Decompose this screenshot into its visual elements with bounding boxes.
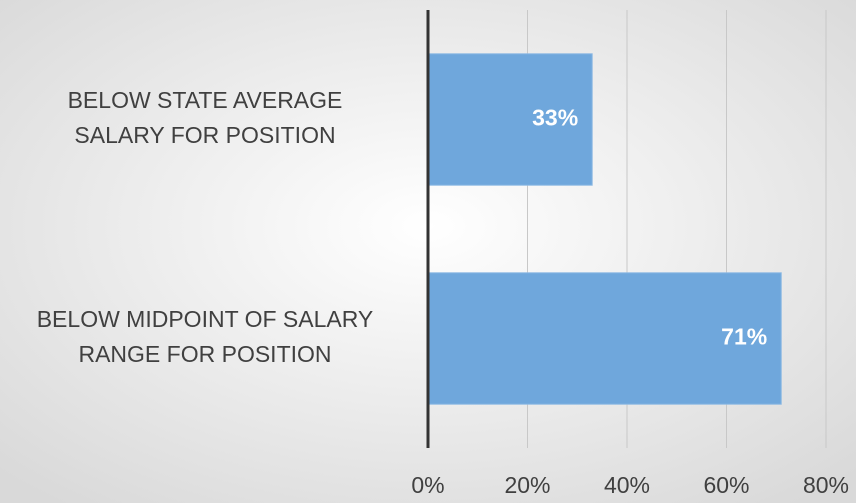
x-tick-label: 40%	[604, 472, 650, 498]
data-label: 71%	[721, 324, 767, 350]
x-tick-label: 20%	[504, 472, 550, 498]
category-label: SALARY FOR POSITION	[74, 122, 335, 148]
category-label: BELOW MIDPOINT OF SALARY	[37, 306, 374, 332]
data-label: 33%	[532, 105, 578, 131]
x-tick-label: 80%	[803, 472, 849, 498]
category-label: BELOW STATE AVERAGE	[68, 87, 343, 113]
x-tick-label: 60%	[703, 472, 749, 498]
x-tick-label: 0%	[411, 472, 444, 498]
bar	[427, 272, 782, 405]
category-label: RANGE FOR POSITION	[78, 341, 331, 367]
